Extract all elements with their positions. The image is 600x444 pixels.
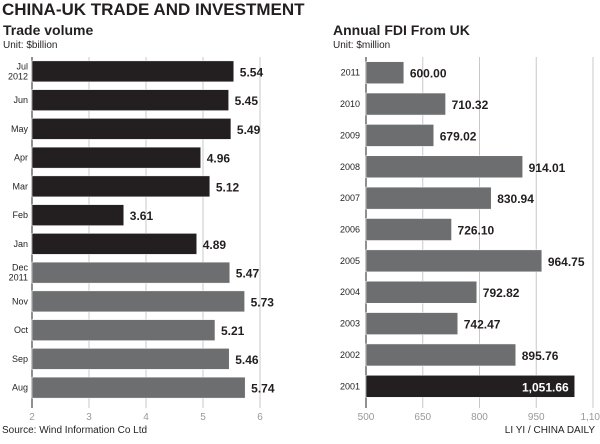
left-x-tick-label: 6	[257, 412, 263, 423]
left-chart-title: Trade volume	[3, 22, 94, 38]
left-category-label: Apr	[14, 153, 28, 163]
right-bar	[365, 61, 405, 84]
right-x-tick-label: 500	[358, 412, 375, 423]
right-data-label: 830.94	[497, 192, 534, 206]
right-bar	[365, 155, 523, 179]
left-bar	[31, 146, 201, 169]
left-bar	[31, 319, 216, 341]
right-data-label: 1,051.66	[522, 380, 569, 394]
left-data-label: 5.74	[251, 382, 275, 396]
left-bar	[31, 89, 229, 111]
right-category-label: 2002	[340, 350, 360, 360]
left-category-label: Feb	[12, 210, 28, 220]
right-bar	[365, 92, 446, 116]
right-category-label: 2003	[340, 319, 360, 329]
right-data-label: 600.00	[410, 67, 447, 81]
left-bar	[31, 233, 197, 255]
right-category-label: 2008	[340, 162, 360, 172]
right-bar	[365, 280, 478, 304]
left-data-label: 5.49	[237, 123, 261, 137]
left-bar	[31, 290, 245, 313]
right-bar	[365, 312, 458, 335]
left-category-label: Sep	[12, 354, 28, 364]
right-chart-unit: Unit: $million	[333, 40, 391, 51]
left-category-label: May	[11, 124, 29, 134]
right-data-label: 726.10	[458, 224, 495, 238]
right-bar	[365, 249, 543, 273]
left-data-label: 5.45	[235, 94, 259, 108]
right-category-label: 2005	[340, 256, 360, 266]
right-data-label: 964.75	[548, 255, 585, 269]
right-x-tick-label: 650	[414, 412, 431, 423]
left-data-label: 5.73	[251, 295, 275, 309]
right-bar	[365, 124, 434, 147]
right-chart-title: Annual FDI From UK	[333, 22, 470, 38]
left-bar	[31, 175, 211, 198]
left-data-label: 5.21	[221, 324, 245, 338]
left-bar	[31, 348, 230, 370]
left-category-label: Nov	[12, 296, 29, 306]
main-title: CHINA-UK TRADE AND INVESTMENT	[2, 0, 305, 19]
left-category-label: Dec	[12, 263, 29, 273]
right-category-label: 2001	[340, 381, 360, 391]
left-data-label: 5.47	[236, 267, 260, 281]
right-category-label: 2006	[340, 225, 360, 235]
right-category-label: 2004	[340, 287, 360, 297]
right-x-tick-label: 950	[528, 412, 545, 423]
right-bar	[365, 186, 492, 210]
left-data-label: 5.54	[240, 65, 264, 79]
right-bar	[365, 218, 452, 241]
left-category-label: Oct	[14, 325, 29, 335]
left-category-label: 2012	[8, 71, 28, 81]
right-bar	[365, 375, 575, 398]
left-x-tick-label: 2	[29, 412, 35, 423]
right-data-label: 679.02	[440, 129, 477, 143]
right-category-label: 2009	[340, 130, 360, 140]
left-category-label: Jul	[16, 61, 28, 71]
left-category-label: Jan	[13, 239, 28, 249]
left-x-tick-label: 3	[86, 412, 92, 423]
credit: LI YI / CHINA DAILY	[504, 425, 595, 436]
right-x-tick-label: 1,100	[580, 412, 600, 423]
left-bar	[31, 261, 231, 284]
left-x-tick-label: 4	[143, 412, 149, 423]
left-bar	[31, 204, 125, 226]
left-x-tick-label: 5	[200, 412, 206, 423]
right-category-label: 2010	[340, 99, 360, 109]
left-data-label: 4.96	[207, 152, 231, 166]
right-data-label: 742.47	[464, 318, 501, 332]
right-data-label: 895.76	[522, 349, 559, 363]
left-chart-unit: Unit: $billion	[3, 40, 58, 51]
right-data-label: 710.32	[452, 98, 489, 112]
left-data-label: 4.89	[203, 238, 227, 252]
right-data-label: 914.01	[529, 161, 566, 175]
right-category-label: 2007	[340, 193, 360, 203]
left-bar	[31, 376, 246, 399]
left-bar	[31, 118, 232, 140]
right-category-label: 2011	[341, 68, 360, 78]
left-category-label: Mar	[13, 181, 29, 191]
left-data-label: 5.12	[216, 180, 240, 194]
left-category-label: Jun	[13, 95, 28, 105]
left-data-label: 3.61	[130, 209, 154, 223]
right-data-label: 792.82	[483, 286, 520, 300]
right-bar	[365, 343, 516, 367]
left-category-label: Aug	[12, 383, 28, 393]
left-category-label: 2011	[9, 273, 28, 283]
source-note: Source: Wind Information Co Ltd	[2, 425, 148, 436]
right-x-tick-label: 800	[471, 412, 488, 423]
left-data-label: 5.46	[235, 353, 259, 367]
left-bar	[31, 60, 235, 83]
